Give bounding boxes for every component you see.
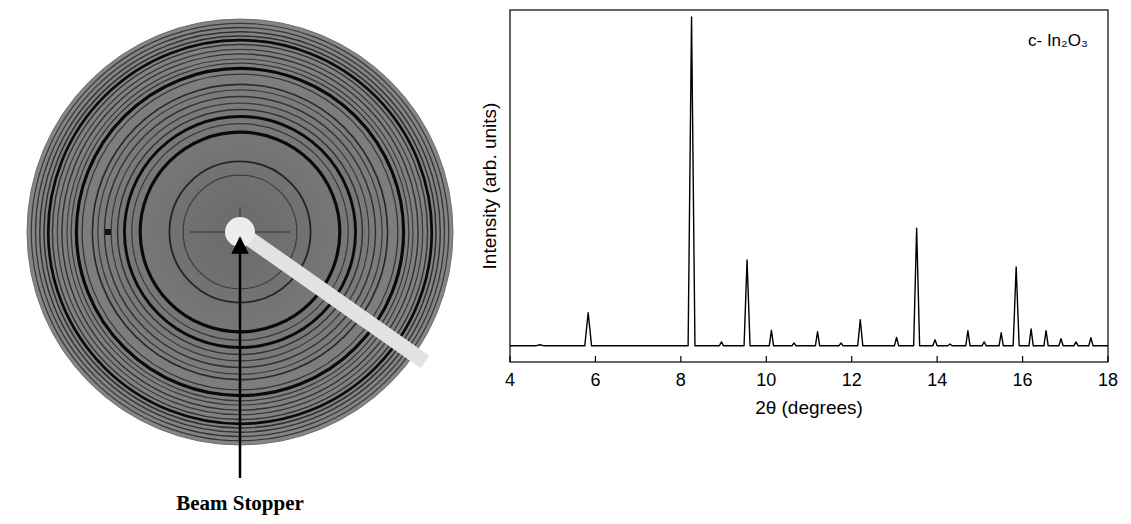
x-tick-label: 8 xyxy=(676,370,686,390)
x-tick-label: 6 xyxy=(590,370,600,390)
annotation: c- In₂O₃ xyxy=(1028,31,1088,50)
figure: Beam Stopper 4 6 8 10 12 14 16 18 2θ (degrees) Int… xyxy=(0,0,1131,524)
x-tick-label: 12 xyxy=(842,370,862,390)
x-tick xyxy=(937,356,938,362)
x-tick-label: 16 xyxy=(1013,370,1033,390)
x-tick xyxy=(851,356,852,362)
x-axis-title: 2θ (degrees) xyxy=(755,397,863,418)
plot-frame xyxy=(510,10,1108,362)
beam-stopper-arm xyxy=(240,232,425,362)
x-tick xyxy=(1022,356,1023,362)
image-label: Beam Stopper xyxy=(176,491,304,515)
x-tick-label: 10 xyxy=(756,370,776,390)
x-tick xyxy=(509,356,510,362)
x-tick-label: 14 xyxy=(927,370,947,390)
x-tick xyxy=(1107,356,1108,362)
x-tick-label: 18 xyxy=(1098,370,1118,390)
x-tick xyxy=(595,356,596,362)
xrd-pattern xyxy=(510,17,1108,346)
arrow xyxy=(239,238,242,478)
y-axis-title: Intensity (arb. units) xyxy=(479,103,500,270)
detector-spot xyxy=(105,229,111,235)
detector-image xyxy=(27,19,453,478)
x-tick-label: 4 xyxy=(505,370,515,390)
plot-area xyxy=(510,17,1108,346)
x-tick xyxy=(766,356,767,362)
x-tick xyxy=(680,356,681,362)
